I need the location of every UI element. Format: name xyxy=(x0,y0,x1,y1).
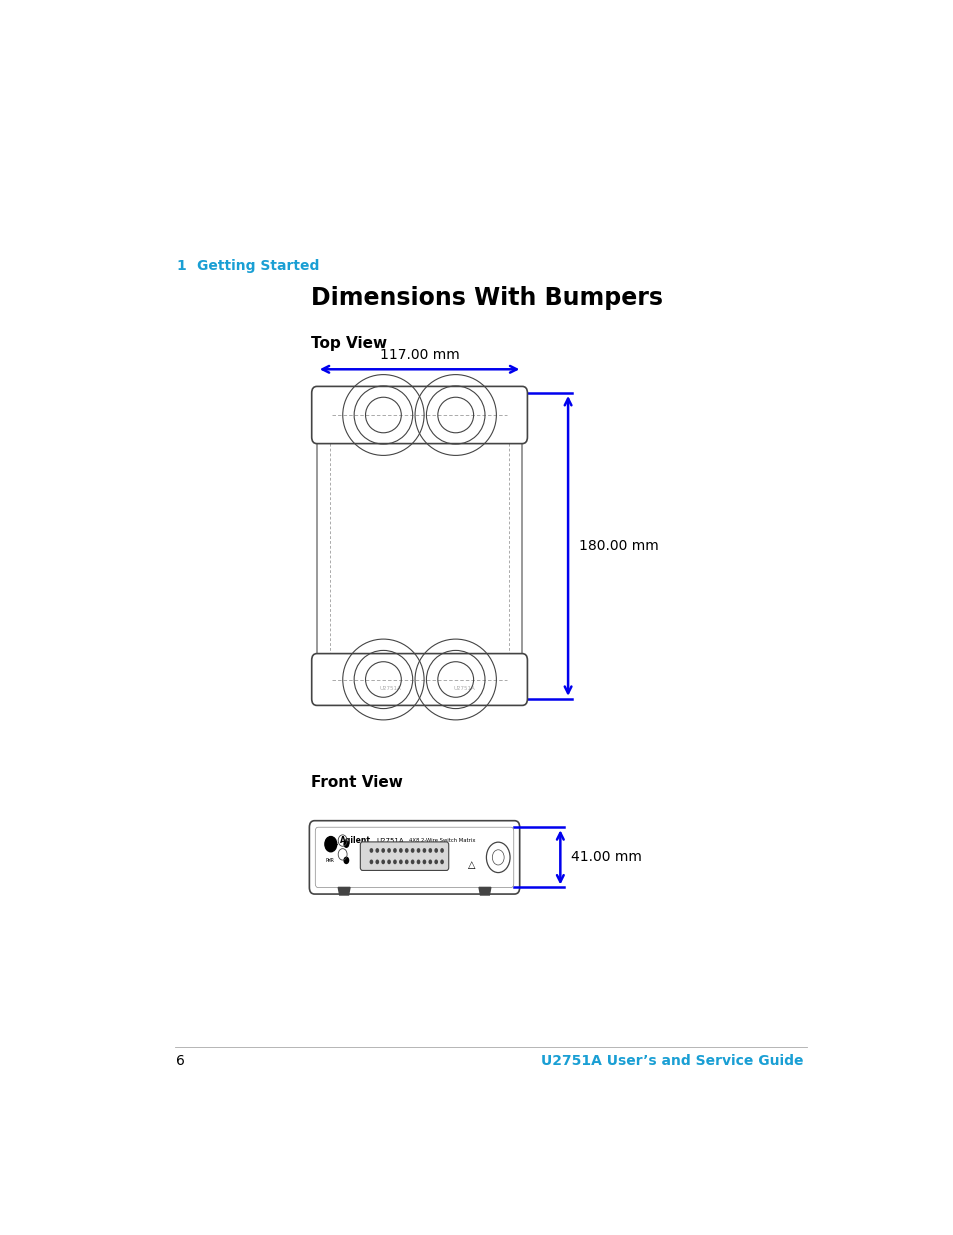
Text: 117.00 mm: 117.00 mm xyxy=(379,348,459,362)
Polygon shape xyxy=(338,888,350,895)
Circle shape xyxy=(375,860,378,864)
Text: Getting Started: Getting Started xyxy=(196,259,319,273)
Text: U2751A: U2751A xyxy=(378,687,400,692)
Text: Agilent: Agilent xyxy=(340,836,371,845)
Text: USB: USB xyxy=(325,842,334,847)
Circle shape xyxy=(428,860,432,864)
Text: Top View: Top View xyxy=(311,336,387,351)
Text: U2751A: U2751A xyxy=(375,837,403,844)
Circle shape xyxy=(439,848,443,853)
Text: 41.00 mm: 41.00 mm xyxy=(571,851,641,864)
Circle shape xyxy=(369,860,373,864)
Text: 1: 1 xyxy=(176,259,186,273)
Text: 180.00 mm: 180.00 mm xyxy=(578,538,659,553)
Text: PWR: PWR xyxy=(325,858,334,863)
Circle shape xyxy=(404,848,408,853)
Circle shape xyxy=(381,860,385,864)
Circle shape xyxy=(422,848,426,853)
Circle shape xyxy=(393,848,396,853)
Text: △: △ xyxy=(467,860,475,869)
FancyBboxPatch shape xyxy=(312,387,527,443)
Text: 4X8 2-Wire Switch Matrix: 4X8 2-Wire Switch Matrix xyxy=(409,839,476,844)
Circle shape xyxy=(369,848,373,853)
Circle shape xyxy=(434,860,437,864)
Circle shape xyxy=(381,848,385,853)
FancyBboxPatch shape xyxy=(309,821,519,894)
Circle shape xyxy=(325,836,336,852)
Text: 6: 6 xyxy=(176,1053,185,1068)
Circle shape xyxy=(416,860,420,864)
Circle shape xyxy=(387,848,391,853)
Circle shape xyxy=(387,860,391,864)
Circle shape xyxy=(428,848,432,853)
FancyBboxPatch shape xyxy=(360,842,448,871)
FancyBboxPatch shape xyxy=(312,653,527,705)
Circle shape xyxy=(411,848,414,853)
Circle shape xyxy=(375,848,378,853)
Circle shape xyxy=(422,860,426,864)
Text: U2751A: U2751A xyxy=(453,687,475,692)
Polygon shape xyxy=(478,888,491,895)
Text: U2751A User’s and Service Guide: U2751A User’s and Service Guide xyxy=(540,1053,802,1068)
Circle shape xyxy=(393,860,396,864)
Circle shape xyxy=(434,848,437,853)
Circle shape xyxy=(398,848,402,853)
Circle shape xyxy=(404,860,408,864)
Text: Dimensions With Bumpers: Dimensions With Bumpers xyxy=(311,287,662,310)
Text: Front View: Front View xyxy=(311,776,403,790)
Circle shape xyxy=(343,857,349,864)
Circle shape xyxy=(398,860,402,864)
Circle shape xyxy=(411,860,414,864)
Circle shape xyxy=(416,848,420,853)
Circle shape xyxy=(343,840,349,848)
Circle shape xyxy=(439,860,443,864)
